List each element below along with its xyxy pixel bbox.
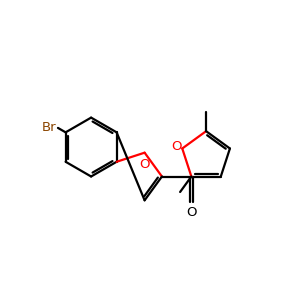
Text: O: O: [140, 158, 150, 171]
Text: O: O: [171, 140, 181, 153]
Text: Br: Br: [42, 122, 56, 134]
Text: O: O: [186, 206, 196, 219]
